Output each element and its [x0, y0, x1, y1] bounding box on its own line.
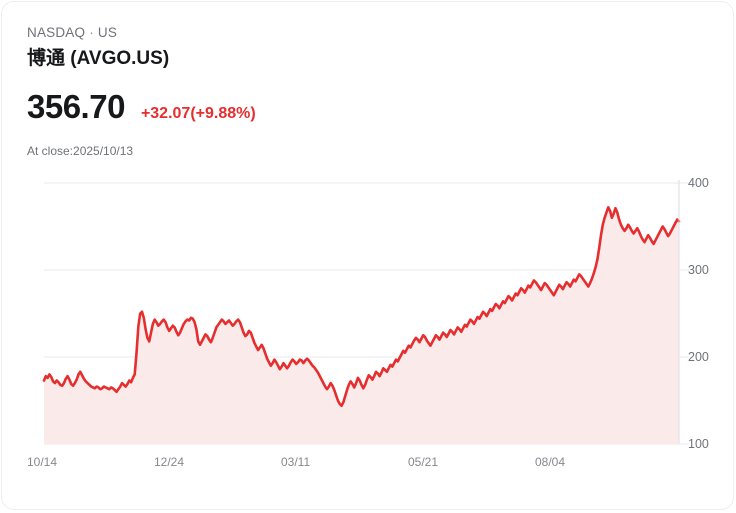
x-axis-tick-label: 05/21 — [408, 455, 439, 469]
y-axis-tick-label: 200 — [688, 350, 709, 364]
x-axis-tick-label: 03/11 — [281, 455, 311, 469]
y-axis-tick-label: 300 — [688, 263, 709, 277]
x-axis-tick-label: 08/04 — [535, 455, 566, 469]
y-axis-labels: 400 300 200 100 — [688, 162, 734, 462]
region-label: US — [97, 25, 118, 40]
x-axis-tick-label: 12/24 — [154, 455, 185, 469]
price-chart[interactable]: 400 300 200 100 10/14 12/24 03/11 05/21 08/04 — [2, 162, 735, 482]
y-axis-tick-label: 100 — [688, 437, 709, 451]
company-name-title: 博通 (AVGO.US) — [27, 48, 170, 69]
exchange-label: NASDAQ — [27, 25, 86, 40]
price-line — [42, 206, 681, 408]
price-chart-svg[interactable] — [2, 162, 735, 462]
x-axis-tick-label: 10/14 — [27, 455, 58, 469]
y-axis-tick-label: 400 — [688, 176, 709, 190]
exchange-region-line: NASDAQ · US — [27, 24, 687, 42]
x-axis-labels: 10/14 12/24 03/11 05/21 08/04 — [2, 454, 735, 478]
separator-dot: · — [89, 25, 94, 40]
price-area-fill — [44, 207, 679, 444]
market-close-note: At close:2025/10/13 — [27, 144, 134, 158]
quote-header: NASDAQ · US 博通 (AVGO.US) — [27, 24, 687, 72]
price-change: +32.07(+9.88%) — [140, 105, 256, 122]
price-row: 356.70 +32.07(+9.88%) — [27, 88, 256, 126]
current-price: 356.70 — [27, 88, 125, 125]
